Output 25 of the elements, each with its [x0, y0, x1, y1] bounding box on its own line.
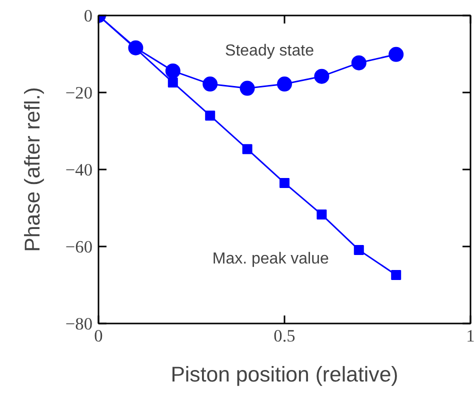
- point: [205, 110, 216, 121]
- y-tick-label: −20: [65, 84, 93, 102]
- y-tick-label: 0: [84, 6, 93, 26]
- point: [242, 144, 252, 154]
- point: [391, 270, 402, 280]
- y-tick-label: −80: [65, 314, 93, 334]
- x-tick-label: 0.5: [274, 326, 296, 346]
- point: [314, 68, 330, 84]
- y-tick-label: −60: [65, 238, 93, 256]
- series-label: Steady state: [225, 42, 314, 60]
- point: [388, 46, 404, 62]
- series-label: Max. peak value: [212, 250, 329, 268]
- point: [202, 76, 218, 92]
- x-axis-title: Piston position (relative): [170, 362, 398, 386]
- y-tick-label: −40: [65, 160, 93, 180]
- point: [240, 80, 255, 96]
- point: [168, 77, 178, 88]
- point: [316, 210, 327, 220]
- point: [280, 178, 290, 188]
- point: [351, 55, 366, 70]
- point: [165, 63, 180, 78]
- x-tick-label: 1: [466, 326, 475, 346]
- point: [354, 244, 364, 255]
- point: [277, 76, 292, 92]
- y-axis-title: Phase (after refl.): [20, 87, 44, 252]
